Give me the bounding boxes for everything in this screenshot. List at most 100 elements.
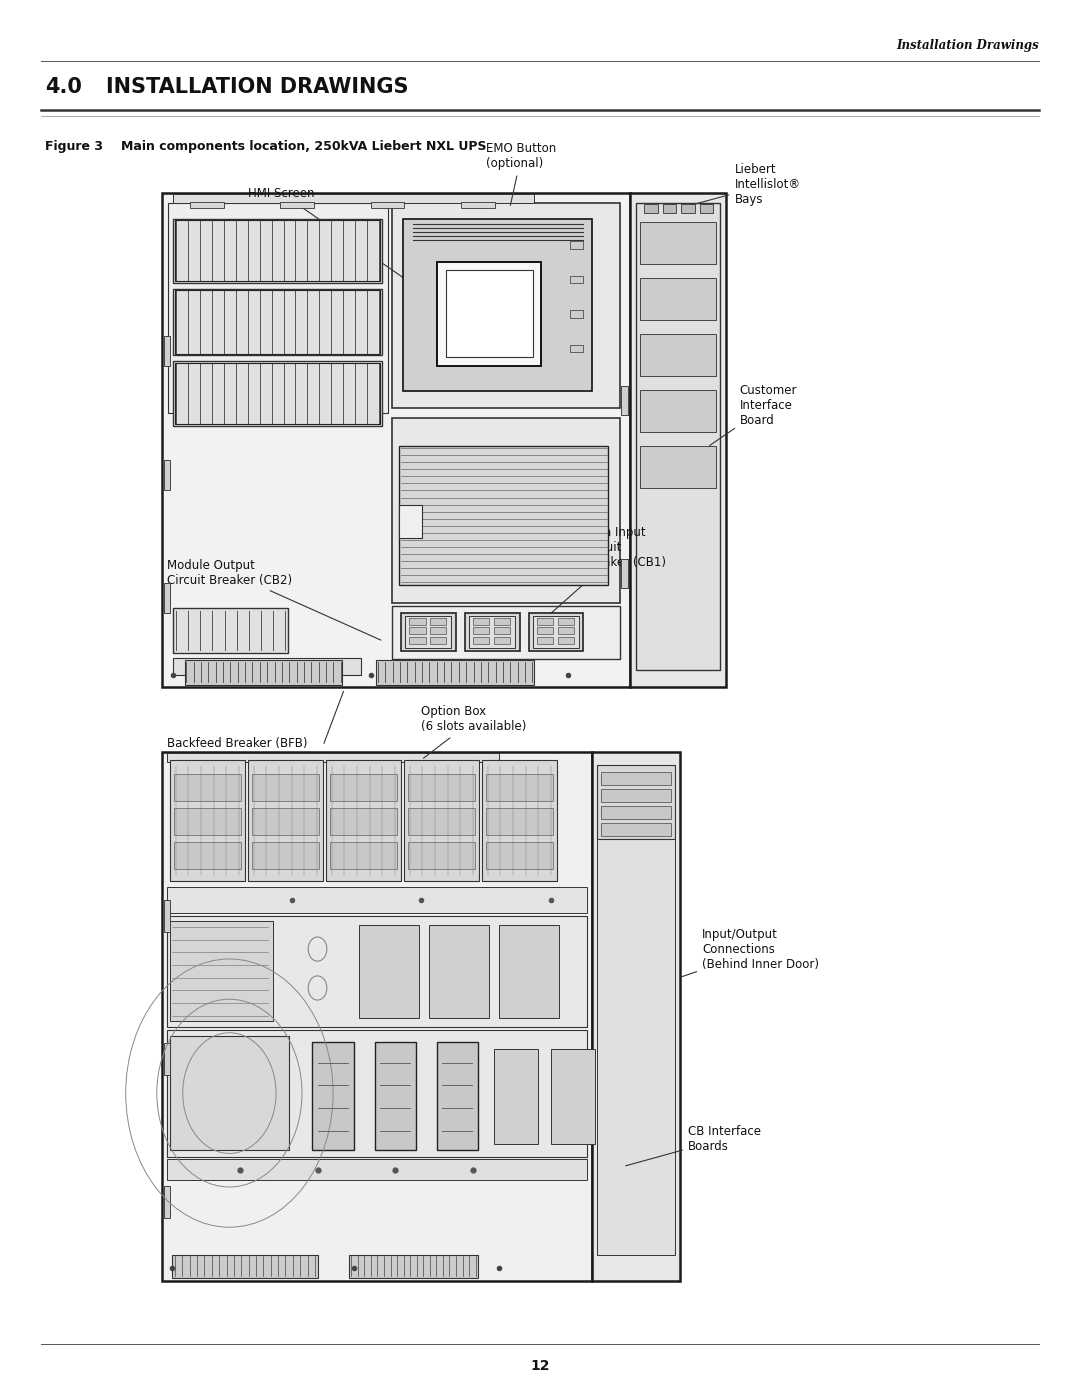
Bar (597, 840, 675, 1255)
Bar (404, 219, 593, 391)
Bar (494, 1049, 538, 1144)
Text: Backfeed Breaker (BFB): Backfeed Breaker (BFB) (167, 736, 308, 750)
Bar (663, 204, 676, 212)
Bar (329, 774, 397, 800)
Bar (167, 915, 588, 1027)
Bar (247, 760, 323, 882)
Bar (430, 637, 446, 644)
Bar (174, 809, 242, 835)
Bar (173, 608, 288, 652)
Bar (570, 310, 583, 319)
Bar (167, 203, 388, 414)
Bar (392, 606, 620, 658)
Bar (473, 627, 489, 634)
Bar (175, 363, 380, 425)
Text: HMI Screen: HMI Screen (248, 187, 414, 285)
Text: 12: 12 (530, 1359, 550, 1373)
Text: CB Interface
Boards: CB Interface Boards (625, 1125, 761, 1165)
Bar (464, 613, 519, 651)
Bar (602, 806, 672, 819)
Bar (461, 201, 495, 208)
Text: Figure 3: Figure 3 (45, 140, 104, 152)
Bar (602, 823, 672, 837)
Bar (557, 637, 575, 644)
Bar (529, 613, 583, 651)
Bar (174, 774, 242, 800)
Bar (407, 809, 475, 835)
Bar (163, 1186, 170, 1218)
Bar (163, 1042, 170, 1074)
Bar (173, 1255, 318, 1278)
Text: Module Output
Circuit Breaker (CB2): Module Output Circuit Breaker (CB2) (167, 559, 381, 640)
Bar (570, 277, 583, 284)
Bar (494, 617, 510, 624)
Bar (399, 446, 608, 585)
Bar (570, 242, 583, 249)
Bar (494, 637, 510, 644)
Bar (392, 203, 620, 408)
Bar (190, 201, 224, 208)
Bar (644, 204, 658, 212)
Bar (486, 774, 553, 800)
Bar (602, 789, 672, 802)
Bar (405, 616, 451, 648)
Bar (407, 842, 475, 869)
Bar (700, 204, 714, 212)
Bar (392, 418, 620, 604)
Bar (486, 842, 553, 869)
Text: Installation Drawings: Installation Drawings (896, 39, 1039, 52)
Bar (630, 193, 726, 687)
Bar (639, 334, 716, 376)
Bar (430, 627, 446, 634)
Bar (252, 809, 320, 835)
Bar (281, 201, 314, 208)
Bar (404, 760, 480, 882)
Bar (437, 263, 541, 366)
Bar (164, 584, 171, 613)
Bar (359, 925, 419, 1018)
Bar (537, 637, 553, 644)
Bar (486, 809, 553, 835)
Text: Main Input
Circuit
Breaker (CB1): Main Input Circuit Breaker (CB1) (542, 527, 666, 622)
Bar (470, 616, 515, 648)
Bar (370, 201, 404, 208)
Bar (621, 559, 629, 588)
Bar (162, 752, 592, 1281)
Bar (407, 774, 475, 800)
Bar (167, 1030, 588, 1157)
Bar (473, 617, 489, 624)
Bar (173, 218, 382, 282)
Text: 4.0: 4.0 (45, 77, 82, 96)
Bar (537, 617, 553, 624)
Bar (557, 617, 575, 624)
Bar (639, 222, 716, 264)
Bar (639, 278, 716, 320)
Bar (326, 760, 401, 882)
Bar (409, 617, 426, 624)
Bar (170, 760, 245, 882)
Bar (349, 1255, 478, 1278)
Bar (436, 1042, 478, 1150)
Text: EMO Button
(optional): EMO Button (optional) (486, 142, 556, 205)
Bar (429, 925, 488, 1018)
Bar (167, 753, 499, 763)
Bar (164, 337, 171, 366)
Bar (409, 637, 426, 644)
Bar (167, 887, 588, 914)
Bar (621, 386, 629, 415)
Bar (537, 627, 553, 634)
Bar (252, 774, 320, 800)
Text: Main components location, 250kVA Liebert NXL UPS: Main components location, 250kVA Liebert… (121, 140, 486, 152)
Text: Option Box
(6 slots available): Option Box (6 slots available) (421, 705, 527, 759)
Bar (499, 925, 558, 1018)
Text: Input/Output
Connections
(Behind Inner Door): Input/Output Connections (Behind Inner D… (680, 929, 819, 977)
Bar (173, 658, 361, 675)
Bar (173, 194, 535, 203)
Bar (430, 617, 446, 624)
Bar (570, 345, 583, 352)
Bar (175, 291, 380, 353)
Bar (473, 637, 489, 644)
Text: INSTALLATION DRAWINGS: INSTALLATION DRAWINGS (106, 77, 408, 96)
Bar (185, 661, 342, 685)
Bar (173, 289, 382, 355)
